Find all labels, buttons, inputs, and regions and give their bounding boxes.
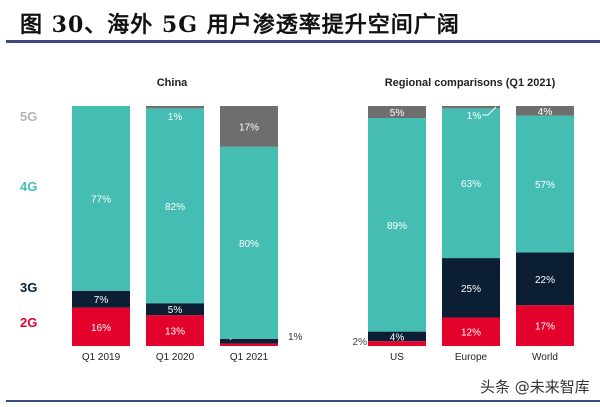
data-label: 1% — [467, 111, 482, 122]
chart-title: Regional comparisons (Q1 2021) — [385, 77, 556, 89]
bar-segment-5g — [442, 106, 500, 109]
bar-segment-3g — [516, 252, 574, 306]
category-label: Q1 2021 — [230, 352, 269, 363]
category-label: Europe — [455, 352, 488, 363]
bar-segment-2g — [72, 307, 130, 346]
data-label: 2% — [353, 337, 368, 348]
bar-segment-4g — [516, 115, 574, 253]
bar-segment-5g — [146, 106, 204, 109]
bar-segment-4g — [72, 106, 130, 291]
bar-segment-3g — [146, 303, 204, 316]
legend-label-4g: 4G — [20, 179, 37, 194]
data-label: 63% — [461, 179, 481, 190]
data-label: 57% — [535, 180, 555, 191]
category-label: World — [532, 352, 558, 363]
legend-label-5g: 5G — [20, 109, 37, 124]
data-label: 89% — [387, 221, 407, 232]
leader-line — [482, 106, 497, 116]
data-label: 25% — [461, 284, 481, 295]
watermark: 头条 @未来智库 — [480, 378, 590, 396]
data-label: 13% — [165, 327, 185, 338]
bar-segment-4g — [146, 108, 204, 304]
bar-segment-5g — [516, 106, 574, 116]
data-label: 77% — [91, 194, 111, 205]
data-label: 17% — [239, 122, 259, 133]
category-label: Q1 2020 — [156, 352, 195, 363]
category-label: Q1 2019 — [82, 352, 121, 363]
data-label: 16% — [91, 323, 111, 334]
title-rule — [6, 40, 600, 43]
bottom-rule — [6, 400, 600, 402]
data-label: 5% — [390, 108, 405, 119]
data-label: 12% — [461, 328, 481, 339]
bar-segment-2g — [442, 317, 500, 346]
bar-segment-2g — [146, 315, 204, 346]
bar-segment-3g — [442, 258, 500, 318]
chart-title: China — [157, 77, 188, 89]
data-label: 80% — [239, 239, 259, 250]
bar-segment-3g — [72, 290, 130, 308]
bar-segment-4g — [220, 146, 278, 339]
bar-segment-2g — [220, 343, 278, 346]
data-label: 7% — [94, 295, 109, 306]
bar-segment-3g — [368, 331, 426, 342]
legend-label-3g: 3G — [20, 280, 37, 295]
bar-segment-2g — [368, 341, 426, 346]
bar-segment-5g — [368, 106, 426, 118]
category-label: US — [390, 352, 404, 363]
data-label: 22% — [535, 275, 555, 286]
bar-segment-4g — [442, 108, 500, 259]
bar-segment-3g — [220, 338, 278, 344]
data-label: 1% — [168, 112, 183, 123]
figure-title: 图 30、海外 5G 用户渗透率提升空间广阔 — [20, 12, 460, 38]
data-label: 5% — [168, 305, 183, 316]
data-label: 82% — [165, 202, 185, 213]
legend-label-2g: 2G — [20, 315, 37, 330]
data-label: 4% — [538, 107, 553, 118]
data-label: 17% — [535, 322, 555, 333]
data-label: 1% — [288, 332, 303, 343]
bar-segment-4g — [368, 118, 426, 332]
bar-segment-2g — [516, 305, 574, 346]
bar-segment-5g — [220, 106, 278, 147]
data-label: 4% — [390, 332, 405, 343]
